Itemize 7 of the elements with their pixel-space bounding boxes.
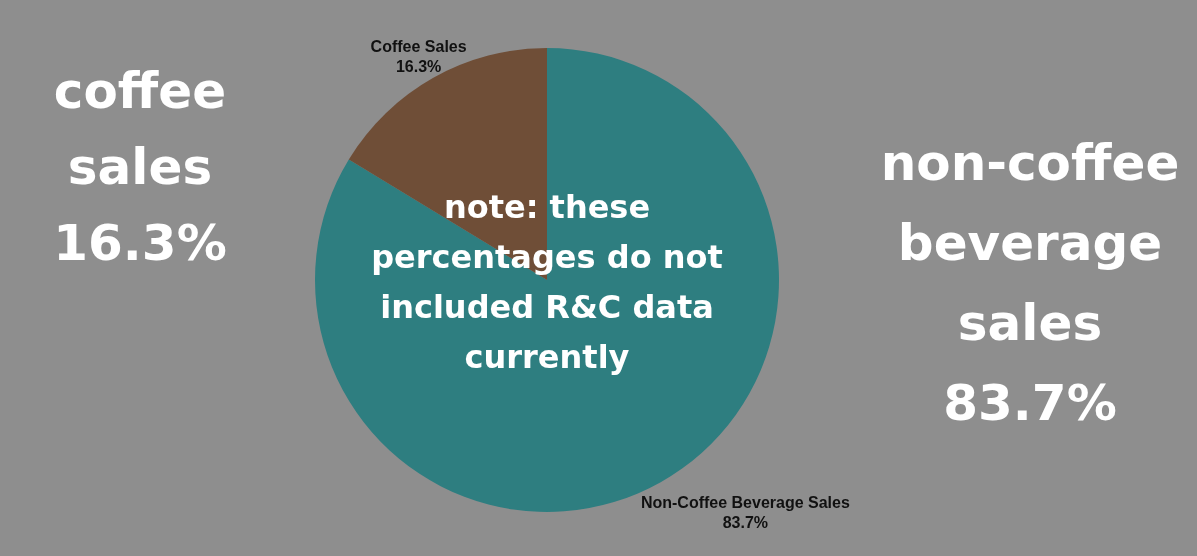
- data-label: 16.3%: [395, 57, 442, 75]
- slice-label: Non-Coffee Beverage Sales: [640, 494, 850, 512]
- slice-label: Coffee Sales: [370, 37, 467, 55]
- text: non-coffee beverage sales 83.7%: [880, 134, 1180, 432]
- text: coffee sales 16.3%: [53, 62, 227, 272]
- text: note: these percentages do not included R&C data currently: [371, 188, 723, 376]
- data-label: 83.7%: [722, 514, 769, 532]
